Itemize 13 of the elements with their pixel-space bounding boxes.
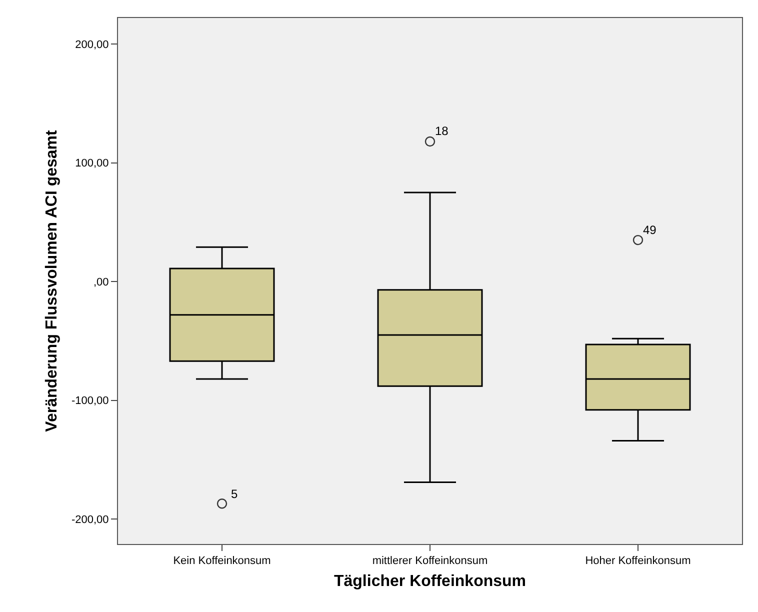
y-tick-label: -100,00 — [71, 395, 109, 408]
x-tick-label: Hoher Koffeinkonsum — [585, 555, 691, 568]
x-axis-title: Täglicher Koffeinkonsum — [334, 572, 526, 590]
x-tick-label: mittlerer Koffeinkonsum — [372, 555, 488, 568]
y-tick-label: 200,00 — [75, 38, 109, 51]
annotation: 49 — [643, 223, 657, 237]
annotation: 18 — [435, 124, 449, 138]
y-tick-label: ,00 — [94, 276, 109, 288]
y-tick-label: -200,00 — [71, 514, 109, 526]
x-tick-label: Kein Koffeinkonsum — [173, 555, 271, 568]
y-axis-title: Veränderung Flussvolumen ACI gesamt — [43, 129, 60, 432]
y-tick-label: 100,00 — [75, 158, 109, 170]
annotation: 5 — [231, 487, 238, 501]
